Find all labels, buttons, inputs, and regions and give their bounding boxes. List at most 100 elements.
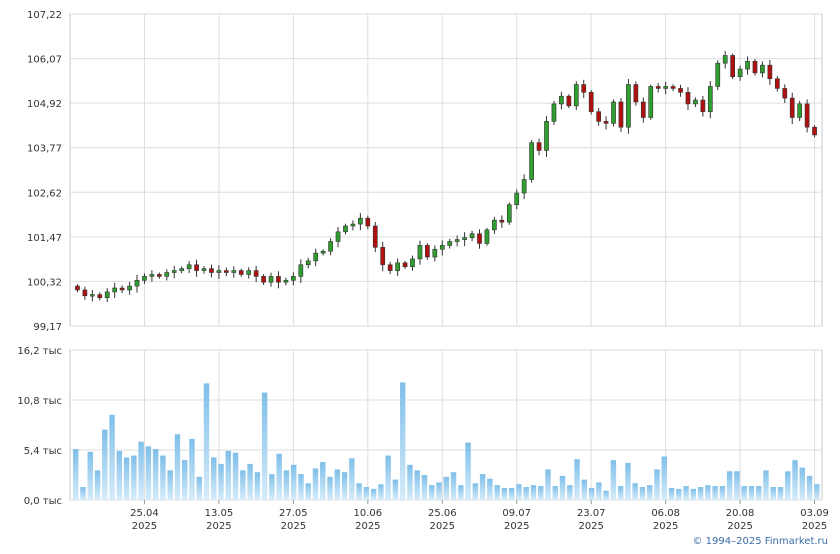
candle-down [678, 88, 683, 93]
candle-down [209, 268, 214, 273]
volume-bar [806, 475, 813, 500]
x-tick-label-date: 23.07 [577, 508, 606, 519]
volume-bar [588, 487, 595, 500]
candle-up [797, 103, 803, 118]
candle-up [521, 179, 527, 194]
volume-bar [160, 455, 166, 500]
volume-bar [116, 450, 123, 500]
price-y-tick-label: 102,62 [27, 188, 62, 199]
candle-up [454, 239, 460, 242]
price-panel-frame [69, 13, 823, 327]
volume-bar [429, 485, 435, 500]
volume-bar [581, 479, 588, 500]
candle-up [447, 241, 453, 246]
candle-up [573, 84, 579, 107]
volume-bar [479, 474, 486, 500]
candle-down [119, 287, 125, 291]
candle-up [335, 231, 341, 242]
candle-up [559, 95, 564, 105]
candle-up [410, 258, 415, 268]
volume-bar [283, 470, 290, 500]
volume-bar [167, 470, 173, 500]
volume-bar [392, 479, 399, 500]
volume-bar [320, 462, 326, 500]
candle-up [343, 225, 348, 233]
volume-bar [378, 484, 384, 500]
volume-bar [465, 442, 471, 500]
candle-down [194, 264, 199, 271]
volume-bar [261, 392, 268, 500]
candle-down [685, 91, 691, 105]
volume-bar [458, 485, 464, 500]
candle-up [171, 270, 177, 273]
candle-down [380, 247, 386, 266]
volume-bar [276, 453, 282, 500]
volume-bar [181, 460, 188, 500]
candle-down [774, 78, 780, 89]
volume-bar [574, 459, 580, 500]
candle-down [618, 101, 624, 128]
candle-up [104, 291, 110, 299]
candle-down [402, 262, 408, 268]
volume-bar [734, 471, 740, 500]
candle-up [231, 270, 237, 273]
volume-bar [719, 486, 726, 500]
volume-bar [450, 472, 457, 500]
candle-down [372, 225, 378, 248]
volume-bar [814, 484, 820, 500]
volume-bar [269, 474, 275, 500]
candle-down [588, 91, 594, 112]
candle-up [127, 285, 132, 291]
volume-y-tick-label: 0,0 тыс [24, 496, 62, 507]
volume-bar [414, 470, 420, 500]
candle-up [298, 264, 304, 277]
price-y-tick-label: 106,07 [27, 55, 62, 66]
volume-bar [690, 488, 697, 500]
candle-up [291, 276, 296, 281]
x-tick-label-year: 2025 [206, 521, 231, 532]
volume-bar [697, 487, 704, 500]
volume-bar [654, 469, 660, 500]
volume-bar [777, 487, 784, 500]
candle-up [328, 241, 333, 252]
volume-bar [712, 486, 718, 500]
volume-bar [363, 487, 370, 500]
volume-bar [726, 471, 733, 500]
volume-bar [232, 452, 239, 500]
volume-bar [370, 488, 377, 500]
volume-bar [327, 476, 333, 500]
volume-y-tick-label: 5,4 тыс [24, 446, 62, 457]
candle-down [804, 103, 810, 128]
candle-down [812, 126, 817, 136]
candle-down [700, 99, 706, 112]
price-y-axis-labels: 107,22 106,07 104,92 103,77 102,62 101,47 100,… [27, 10, 62, 333]
candle-down [276, 276, 281, 283]
candle-up [506, 204, 512, 223]
volume-bar [298, 474, 304, 500]
candle-up [648, 86, 654, 118]
candle-up [484, 229, 490, 244]
candle-up [462, 237, 467, 240]
copyright-credit[interactable]: © 1994–2025 Finmarket.ru [692, 536, 828, 547]
candle-up [320, 250, 326, 254]
candle-up [745, 60, 750, 70]
candle-down [365, 217, 371, 227]
volume-bar [225, 450, 232, 500]
volume-bar [290, 464, 297, 500]
candle-down [596, 111, 601, 122]
volume-bar [436, 482, 442, 500]
candle-up [722, 55, 728, 64]
candle-up [707, 86, 713, 112]
volume-bar [603, 490, 609, 500]
candle-up [626, 84, 631, 128]
candle-up [514, 192, 520, 205]
candle-up [395, 262, 400, 271]
volume-bar [668, 487, 675, 500]
candle-down [253, 270, 259, 277]
volume-bar [610, 460, 617, 500]
candle-up [246, 270, 252, 275]
candle-up [89, 294, 95, 297]
volume-bar [349, 458, 355, 500]
volume-bar [705, 485, 711, 500]
